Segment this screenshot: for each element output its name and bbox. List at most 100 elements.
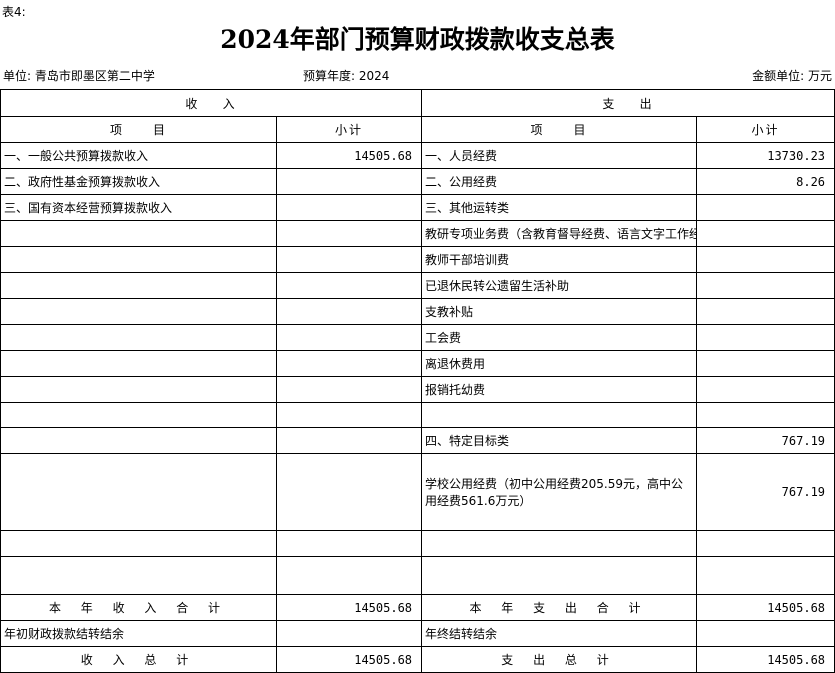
table-row: 一、一般公共预算拨款收入 14505.68 一、人员经费 13730.23 xyxy=(0,142,835,169)
expense-value xyxy=(696,298,835,325)
table-row: 教师干部培训费 xyxy=(0,246,835,273)
income-value xyxy=(275,298,423,325)
expense-item: 已退休民转公遗留生活补助 xyxy=(421,272,698,299)
income-item xyxy=(0,556,277,595)
income-value xyxy=(275,350,423,377)
income-item xyxy=(0,376,277,403)
income-total-label: 收 入 总 计 xyxy=(0,646,277,673)
expense-value xyxy=(696,350,835,377)
budget-table: 收 入 支 出 项 目 小计 项 目 小计 一、一般公共预算拨款收入 14505… xyxy=(0,89,835,673)
expense-item xyxy=(421,530,698,557)
expense-item: 四、特定目标类 xyxy=(421,427,698,454)
expense-item: 一、人员经费 xyxy=(421,142,698,169)
table-row: 学校公用经费（初中公用经费205.59元，高中公用经费561.6万元） 767.… xyxy=(0,453,835,531)
income-item xyxy=(0,324,277,351)
table-row: 教研专项业务费（含教育督导经费、语言文字工作经费等） xyxy=(0,220,835,247)
table-row: 工会费 xyxy=(0,324,835,351)
expense-item: 报销托幼费 xyxy=(421,376,698,403)
expense-value xyxy=(696,376,835,403)
income-item-header: 项 目 xyxy=(0,116,277,143)
table-row: 三、国有资本经营预算拨款收入 三、其他运转类 xyxy=(0,194,835,221)
expense-item: 离退休费用 xyxy=(421,350,698,377)
expense-item-header: 项 目 xyxy=(421,116,698,143)
income-value xyxy=(275,272,423,299)
total-row: 本 年 收 入 合 计 14505.68 本 年 支 出 合 计 14505.6… xyxy=(0,594,835,621)
expense-total-value: 14505.68 xyxy=(696,594,835,621)
total-row: 收 入 总 计 14505.68 支 出 总 计 14505.68 xyxy=(0,646,835,673)
income-item xyxy=(0,427,277,454)
expense-value: 767.19 xyxy=(696,427,835,454)
income-value xyxy=(275,402,423,428)
expense-value xyxy=(696,194,835,221)
expense-value xyxy=(696,556,835,595)
income-value xyxy=(275,427,423,454)
table-row: 支教补贴 xyxy=(0,298,835,325)
expense-subtotal-header: 小计 xyxy=(696,116,835,143)
expense-value xyxy=(696,220,835,247)
table-row: 离退休费用 xyxy=(0,350,835,377)
income-item xyxy=(0,246,277,273)
expense-item xyxy=(421,556,698,595)
table-row: 二、政府性基金预算拨款收入 二、公用经费 8.26 xyxy=(0,168,835,195)
income-subtotal-header: 小计 xyxy=(275,116,423,143)
income-item: 三、国有资本经营预算拨款收入 xyxy=(0,194,277,221)
expense-value xyxy=(696,402,835,428)
money-unit: 金额单位: 万元 xyxy=(752,69,832,83)
expense-item: 支教补贴 xyxy=(421,298,698,325)
expense-value xyxy=(696,246,835,273)
total-row: 年初财政拨款结转结余 年终结转结余 xyxy=(0,620,835,647)
income-item xyxy=(0,530,277,557)
table-row xyxy=(0,402,835,428)
table-row: 报销托幼费 xyxy=(0,376,835,403)
income-value xyxy=(275,194,423,221)
income-value xyxy=(275,556,423,595)
expense-value: 767.19 xyxy=(696,453,835,531)
expense-item xyxy=(421,402,698,428)
expense-item: 教师干部培训费 xyxy=(421,246,698,273)
table-row xyxy=(0,556,835,595)
expense-total-label: 本 年 支 出 合 计 xyxy=(421,594,698,621)
income-total-value: 14505.68 xyxy=(275,594,423,621)
income-value xyxy=(275,246,423,273)
expense-value xyxy=(696,530,835,557)
income-item xyxy=(0,350,277,377)
expense-item: 二、公用经费 xyxy=(421,168,698,195)
budget-year: 预算年度: 2024 xyxy=(303,69,390,83)
income-value xyxy=(275,453,423,531)
income-item xyxy=(0,298,277,325)
expense-total-value xyxy=(696,620,835,647)
income-value xyxy=(275,220,423,247)
income-value xyxy=(275,530,423,557)
expense-item: 教研专项业务费（含教育督导经费、语言文字工作经费等） xyxy=(421,220,698,247)
expense-value: 13730.23 xyxy=(696,142,835,169)
income-total-label: 本 年 收 入 合 计 xyxy=(0,594,277,621)
income-value xyxy=(275,168,423,195)
expense-header: 支 出 xyxy=(421,89,835,117)
expense-item: 三、其他运转类 xyxy=(421,194,698,221)
income-item: 一、一般公共预算拨款收入 xyxy=(0,142,277,169)
income-total-value: 14505.68 xyxy=(275,646,423,673)
unit-label: 单位: 青岛市即墨区第二中学 xyxy=(3,69,155,83)
income-item xyxy=(0,220,277,247)
expense-item: 学校公用经费（初中公用经费205.59元，高中公用经费561.6万元） xyxy=(421,453,698,531)
expense-value: 8.26 xyxy=(696,168,835,195)
income-total-label: 年初财政拨款结转结余 xyxy=(0,620,277,647)
table-row xyxy=(0,530,835,557)
income-total-value xyxy=(275,620,423,647)
income-item xyxy=(0,272,277,299)
income-item xyxy=(0,402,277,428)
expense-value xyxy=(696,324,835,351)
expense-total-value: 14505.68 xyxy=(696,646,835,673)
page-title: 2024年部门预算财政拨款收支总表 xyxy=(220,25,615,54)
table-row: 四、特定目标类 767.19 xyxy=(0,427,835,454)
income-item xyxy=(0,453,277,531)
expense-item: 工会费 xyxy=(421,324,698,351)
income-value xyxy=(275,376,423,403)
income-value: 14505.68 xyxy=(275,142,423,169)
table-row: 已退休民转公遗留生活补助 xyxy=(0,272,835,299)
income-item: 二、政府性基金预算拨款收入 xyxy=(0,168,277,195)
table-number: 表4: xyxy=(2,5,26,19)
expense-value xyxy=(696,272,835,299)
expense-total-label: 支 出 总 计 xyxy=(421,646,698,673)
income-value xyxy=(275,324,423,351)
